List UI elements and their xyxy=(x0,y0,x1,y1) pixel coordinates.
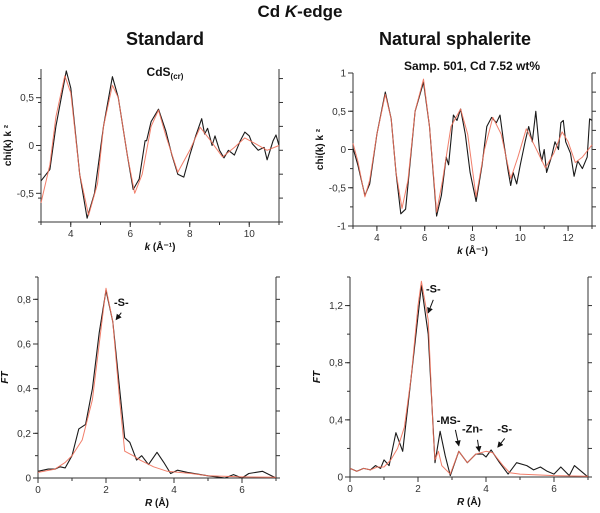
x-tick-label: 2 xyxy=(103,485,109,496)
x-tick-label: 6 xyxy=(239,485,245,496)
column-title-natural-sphalerite: Natural sphalerite xyxy=(379,29,531,49)
figure-title: Cd K-edge xyxy=(257,2,342,21)
y-tick-label: 0,8 xyxy=(329,358,343,369)
panel-subtitle-main: CdS xyxy=(147,65,171,79)
y-tick-label: -1 xyxy=(337,222,346,233)
chart-panel-3: 0 2 4 6 0 0,2 0,4 0,6 0,8 R (Å) FT -S- xyxy=(0,276,280,509)
x-axis-label-var: R xyxy=(145,498,153,509)
y-tick-label: 1,2 xyxy=(329,301,343,312)
y-tick-label: 0,5 xyxy=(332,107,346,118)
x-axis-label: R (Å) xyxy=(457,495,481,508)
chart-panel-1: 4 6 8 10 -0,5 0 0,5 k (Å⁻¹) chi(k) k ² CdS(cr) xyxy=(3,65,283,253)
y-tick-label: 0,4 xyxy=(17,384,31,395)
series-fit-line xyxy=(40,75,280,216)
y-tick-label: 0,4 xyxy=(329,415,343,426)
y-tick-label: 0,2 xyxy=(17,429,31,440)
x-axis-label-unit: (Å) xyxy=(464,495,481,508)
peak-annotation-label: -S- xyxy=(426,284,441,296)
peak-annotation-arrow xyxy=(115,312,122,321)
y-tick-label: 0 xyxy=(337,473,343,484)
y-tick-label: 0 xyxy=(25,474,31,485)
peak-annotation-label: -S- xyxy=(497,424,512,436)
x-tick-label: 0 xyxy=(347,484,353,495)
x-axis-label: R (Å) xyxy=(145,496,169,509)
x-tick-label: 8 xyxy=(470,233,476,244)
chart-panel-2: 4 6 8 10 12 -1 -0,5 0 0,5 1 k (Å⁻¹) chi(k) k ² Samp.… xyxy=(315,59,596,257)
x-tick-label: 10 xyxy=(244,229,256,240)
panel-subtitle: CdS(cr) xyxy=(147,65,184,81)
panel-subtitle-sub: (cr) xyxy=(171,72,184,81)
series-experiment-line xyxy=(352,81,593,217)
x-tick-label: 10 xyxy=(515,233,527,244)
x-axis-label: k (Å⁻¹) xyxy=(145,240,176,253)
x-axis-label: k (Å⁻¹) xyxy=(457,244,488,257)
peak-annotation-label: -Zn- xyxy=(462,424,483,436)
peak-annotation-label: -S- xyxy=(114,297,129,309)
peak-annotation-arrow xyxy=(497,438,506,448)
x-tick-label: 6 xyxy=(551,484,557,495)
x-axis-label-var: R xyxy=(457,497,465,508)
x-axis-label-unit: (Å) xyxy=(152,496,169,509)
y-axis-label: chi(k) k ² xyxy=(315,128,326,170)
y-tick-label: 0,8 xyxy=(17,295,31,306)
peak-annotation-arrow xyxy=(475,439,482,453)
series-experiment-line xyxy=(349,285,589,478)
y-tick-label: 1 xyxy=(340,69,346,80)
x-tick-label: 4 xyxy=(171,485,177,496)
series-experiment-line xyxy=(37,289,277,479)
x-axis-label-var: k xyxy=(457,246,463,257)
peak-annotation-arrow xyxy=(454,429,461,447)
x-tick-label: 4 xyxy=(374,233,380,244)
x-tick-label: 4 xyxy=(483,484,489,495)
y-axis-label: FT xyxy=(312,370,323,383)
y-tick-label: 0,5 xyxy=(20,93,34,104)
x-tick-label: 0 xyxy=(35,485,41,496)
x-tick-label: 8 xyxy=(187,229,193,240)
y-tick-label: 0 xyxy=(340,145,346,156)
x-axis-label-var: k xyxy=(145,242,151,253)
x-tick-label: 6 xyxy=(422,233,428,244)
y-axis-label: FT xyxy=(0,371,11,384)
x-tick-label: 2 xyxy=(415,484,421,495)
x-tick-label: 12 xyxy=(563,233,575,244)
x-tick-label: 6 xyxy=(127,229,133,240)
peak-annotation-label: -MS- xyxy=(437,415,461,427)
y-tick-label: 0,6 xyxy=(17,340,31,351)
chart-panel-4: 0 2 4 6 0 0,4 0,8 1,2 R (Å) FT -S- -MS--Zn- -S- xyxy=(312,276,592,508)
x-axis-label-unit: (Å⁻¹) xyxy=(463,244,488,257)
x-tick-label: 4 xyxy=(68,229,74,240)
peak-annotation-arrow xyxy=(427,299,434,314)
series-fit-line xyxy=(349,280,589,477)
panel-subtitle: Samp. 501, Cd 7.52 wt% xyxy=(404,59,540,73)
column-title-standard: Standard xyxy=(126,29,204,49)
x-axis-label-unit: (Å⁻¹) xyxy=(150,240,175,253)
y-tick-label: 0 xyxy=(28,141,34,152)
panel-subtitle-main: Samp. 501, Cd 7.52 wt% xyxy=(404,59,540,73)
series-fit-line xyxy=(352,78,593,213)
y-axis-label: chi(k) k ² xyxy=(3,124,14,166)
y-tick-label: -0,5 xyxy=(17,189,35,200)
series-fit-line xyxy=(37,287,277,478)
y-tick-label: -0,5 xyxy=(329,183,347,194)
